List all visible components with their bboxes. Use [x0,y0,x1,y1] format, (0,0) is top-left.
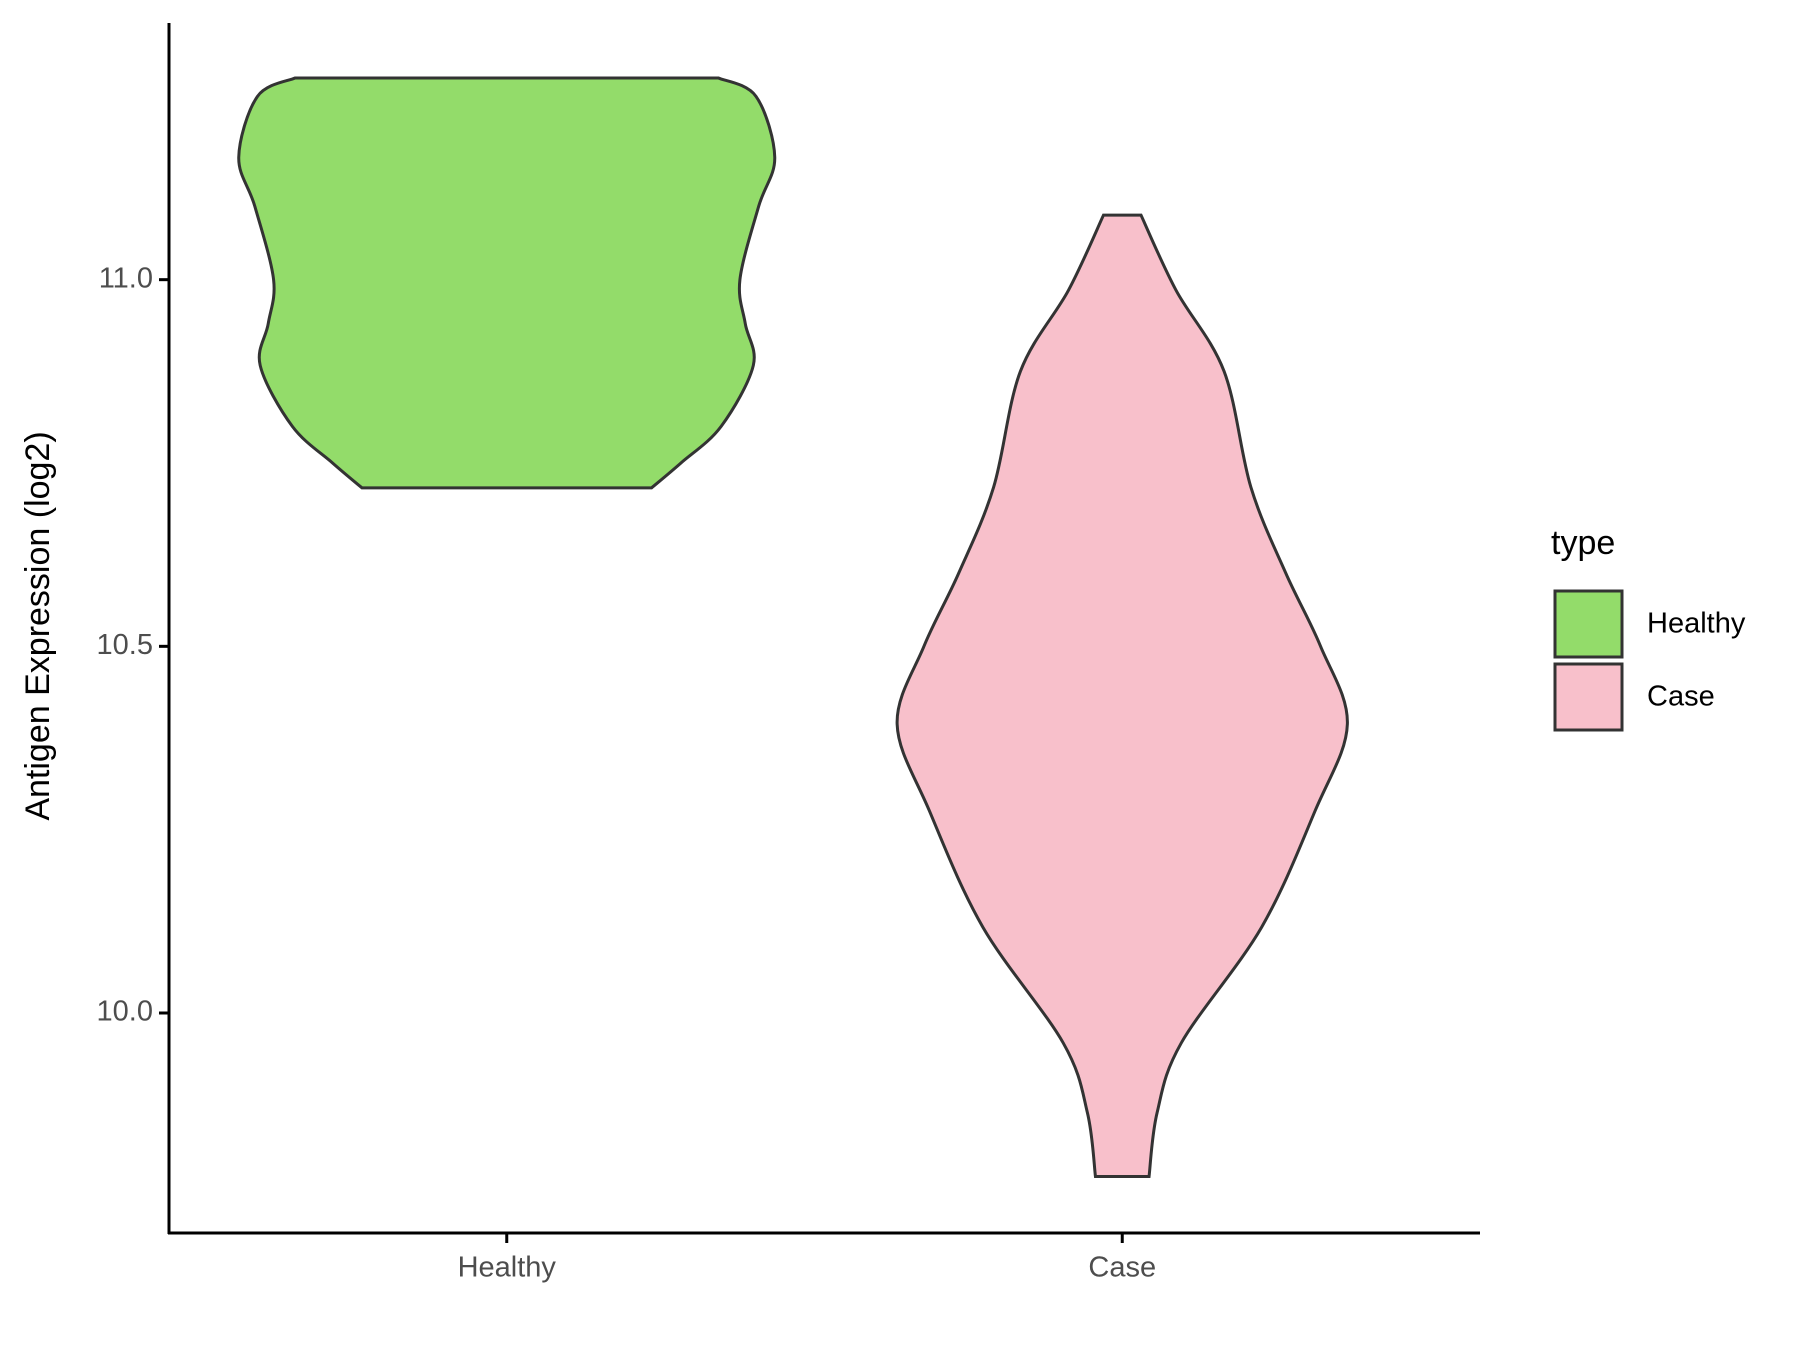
legend-label: Case [1647,681,1715,713]
x-tick-label: Case [1088,1252,1156,1284]
y-tick-label: 10.0 [97,996,153,1028]
legend-key [1553,662,1624,732]
y-tick-label: 11.0 [99,262,153,294]
legend-key [1553,589,1624,659]
x-tick-label: Healthy [458,1252,557,1284]
legend-label: Healthy [1647,608,1746,640]
y-axis-title: Antigen Expression (log2) [19,431,57,820]
violin [895,213,1349,1179]
y-tick-label: 10.5 [97,629,153,661]
legend-title: type [1551,524,1615,562]
violin [237,76,777,490]
